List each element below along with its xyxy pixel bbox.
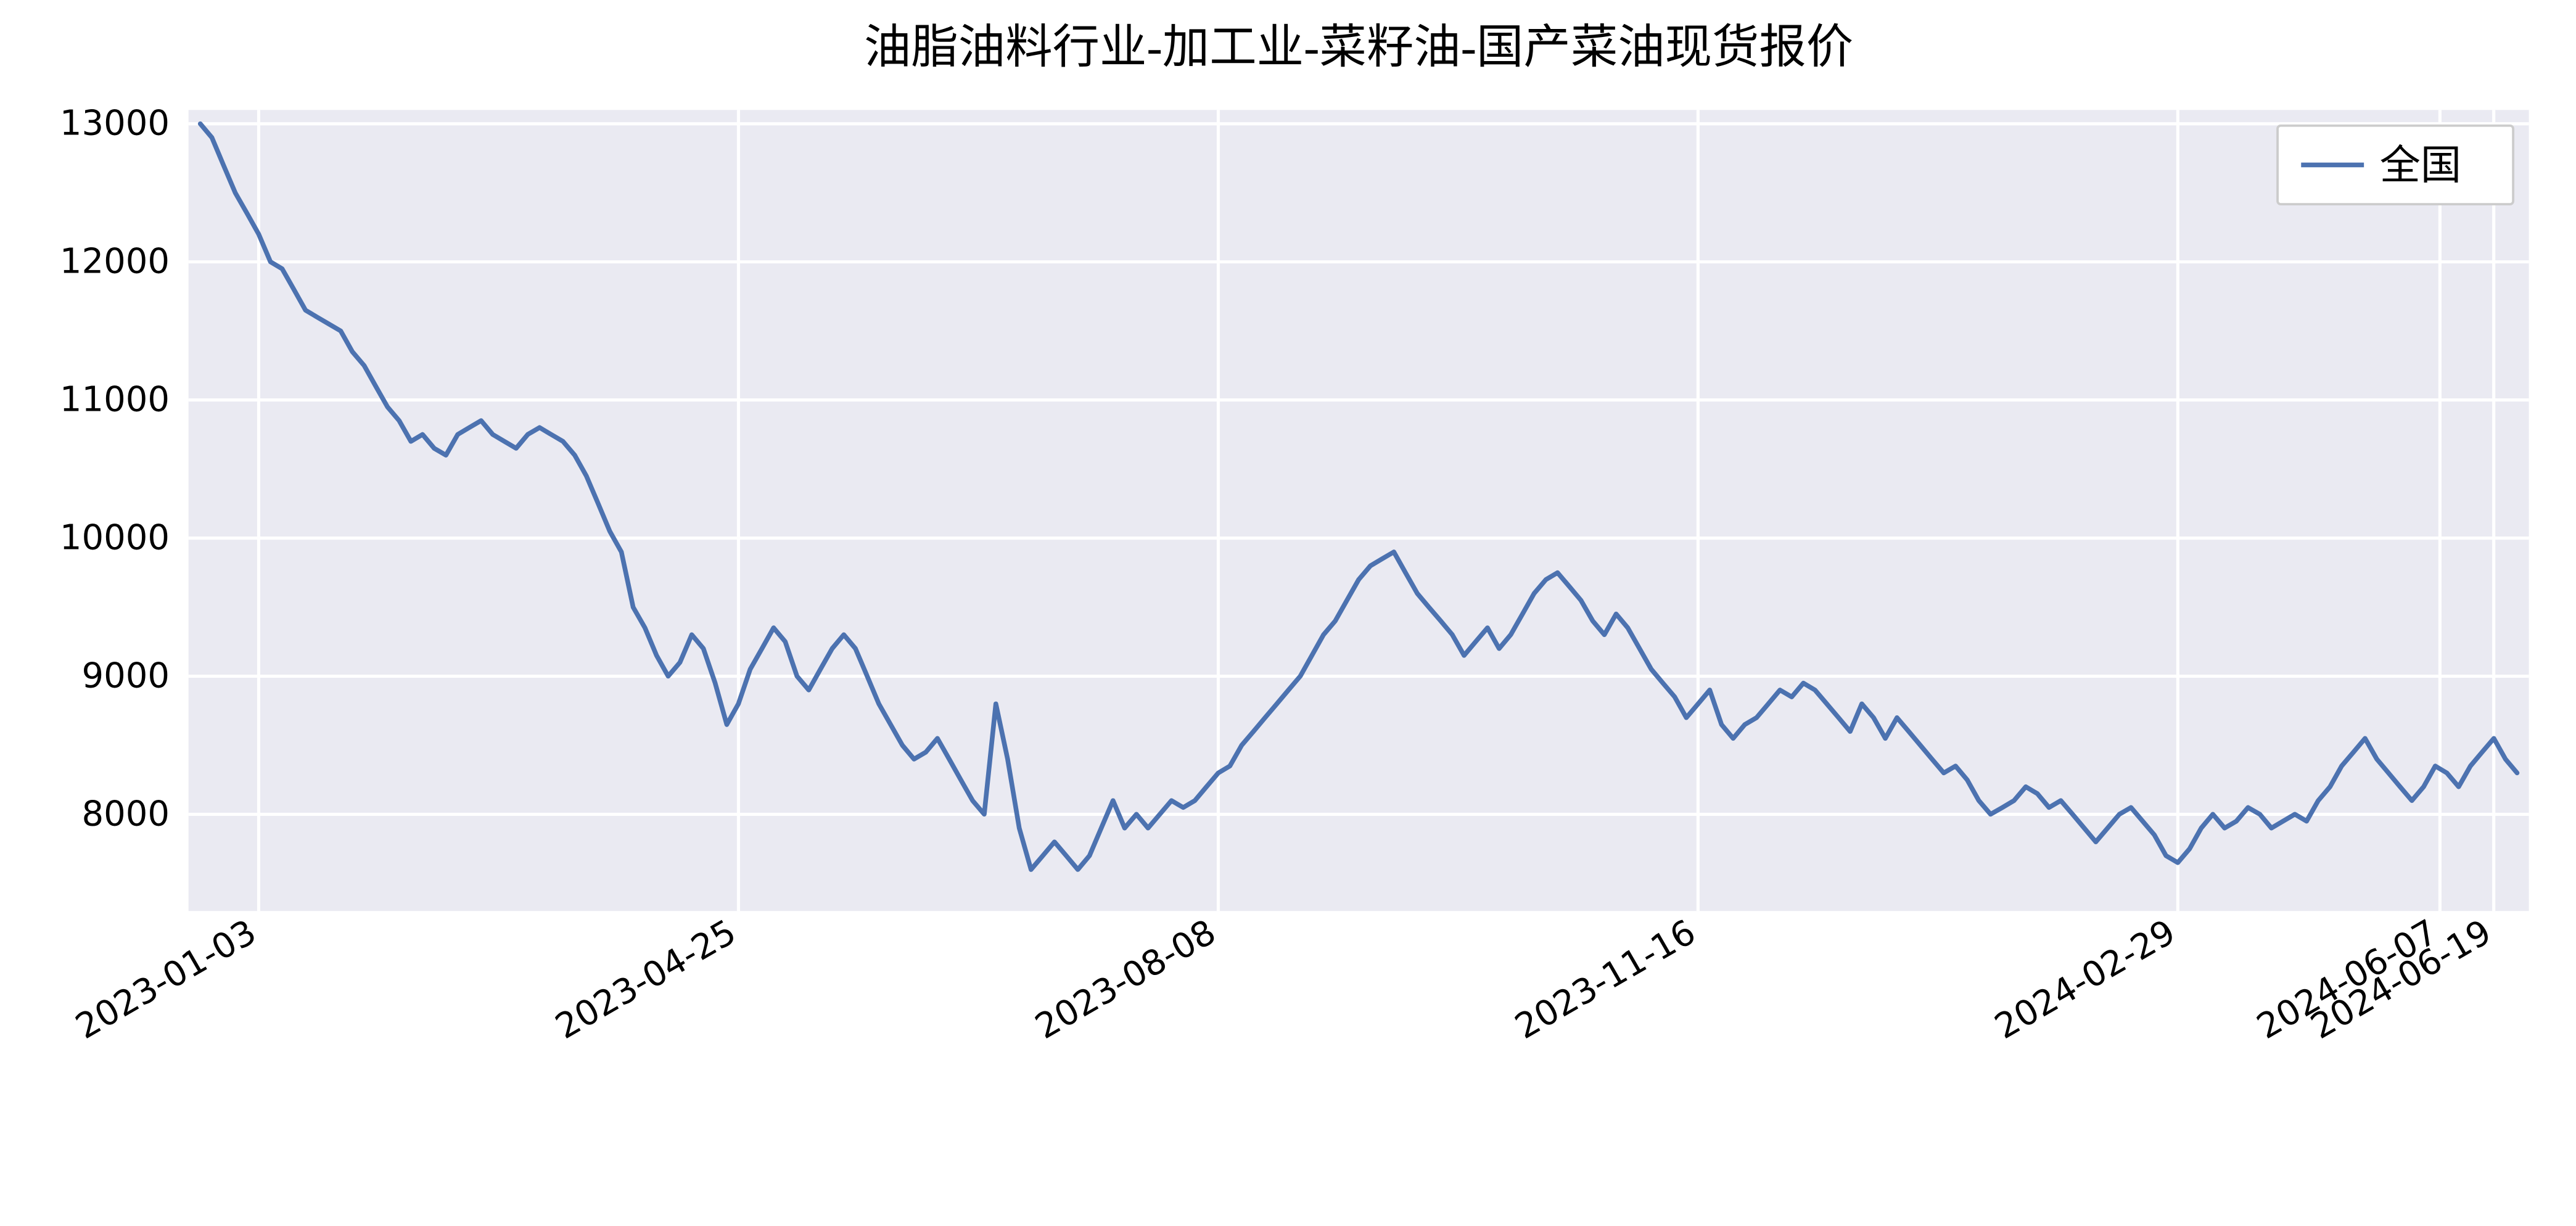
legend: 全国 — [2278, 126, 2513, 204]
ytick-label: 8000 — [82, 794, 170, 834]
ytick-label: 13000 — [60, 104, 170, 144]
ytick-label: 9000 — [82, 656, 170, 696]
legend-label: 全国 — [2380, 143, 2461, 188]
chart-container: 80009000100001100012000130002023-01-0320… — [0, 0, 2576, 1225]
ytick-label: 10000 — [60, 517, 170, 557]
ytick-label: 12000 — [60, 241, 170, 281]
chart-svg: 80009000100001100012000130002023-01-0320… — [0, 0, 2576, 1225]
chart-title: 油脂油料行业-加工业-菜籽油-国产菜油现货报价 — [864, 21, 1853, 73]
ytick-label: 11000 — [60, 379, 170, 419]
